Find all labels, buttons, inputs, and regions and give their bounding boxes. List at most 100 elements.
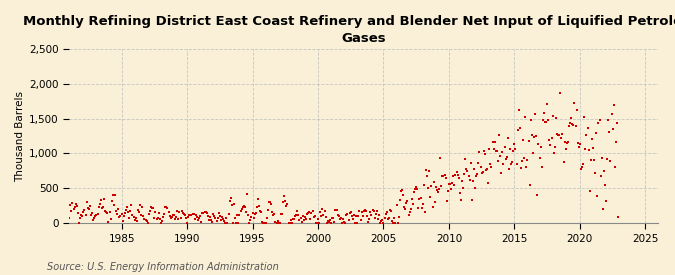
Point [574,141,585,146]
Point [500,156,511,161]
Point [269,212,279,216]
Point [165,216,176,221]
Point [316,214,327,219]
Point [431,188,442,192]
Point [601,199,612,204]
Point [175,215,186,220]
Point [348,213,359,218]
Point [245,218,256,223]
Point [314,221,325,225]
Point [205,215,215,219]
Point [70,205,80,210]
Point [510,147,521,151]
Point [454,176,464,181]
Point [576,167,587,171]
Point [280,199,291,203]
Point [302,212,313,216]
Point [340,221,351,225]
Point [211,219,222,223]
Point [418,183,429,187]
Point [176,209,187,213]
Point [496,170,507,175]
Point [277,212,288,217]
Point [482,167,493,171]
Point [385,208,396,212]
Point [164,214,175,218]
Point [429,200,440,205]
Point [307,208,318,213]
Point [139,217,150,222]
Point [153,210,164,215]
Point [475,165,486,170]
Point [352,221,362,225]
Point [520,115,531,119]
Point [188,212,199,216]
Point [414,197,425,201]
Point [197,211,208,215]
Point [317,207,328,211]
Point [196,220,207,224]
Point [505,147,516,151]
Point [208,212,219,217]
Point [220,221,231,225]
Point [268,213,279,218]
Point [107,199,117,204]
Point [209,214,220,218]
Point [161,205,171,209]
Point [104,210,115,214]
Point [383,216,394,220]
Point [240,205,250,210]
Point [579,115,590,119]
Point [497,150,508,154]
Point [202,214,213,218]
Point [213,211,224,215]
Point [97,206,107,210]
Point [331,207,342,212]
Point [415,196,426,200]
Point [447,181,458,185]
Point [82,206,93,211]
Point [242,191,252,196]
Point [68,206,79,211]
Point [249,212,260,216]
Point [371,209,382,214]
Point [126,203,137,207]
Point [555,91,566,95]
Point [148,206,159,210]
Point [397,188,408,192]
Point [146,206,157,210]
Point [289,217,300,221]
Point [76,213,86,217]
Point [547,113,558,118]
Point [534,156,545,161]
Point [95,202,105,207]
Point [381,210,392,214]
Point [539,111,549,116]
Point [543,118,554,122]
Point [531,133,541,138]
Point [217,217,228,222]
Point [426,184,437,188]
Point [608,103,619,107]
Point [464,178,475,182]
Point [445,182,456,186]
Point [263,200,274,205]
Point [462,169,473,173]
Point [463,174,474,178]
Point [219,219,230,223]
Point [559,140,570,144]
Point [244,220,254,225]
Point [337,221,348,225]
Point [477,171,487,175]
Point [460,157,470,161]
Point [130,218,140,222]
Point [318,213,329,218]
Point [342,211,353,216]
Point [160,205,171,209]
Point [421,168,431,172]
Point [572,141,583,145]
Point [344,210,355,215]
Point [180,213,190,217]
Point [226,203,237,207]
Point [416,206,427,211]
